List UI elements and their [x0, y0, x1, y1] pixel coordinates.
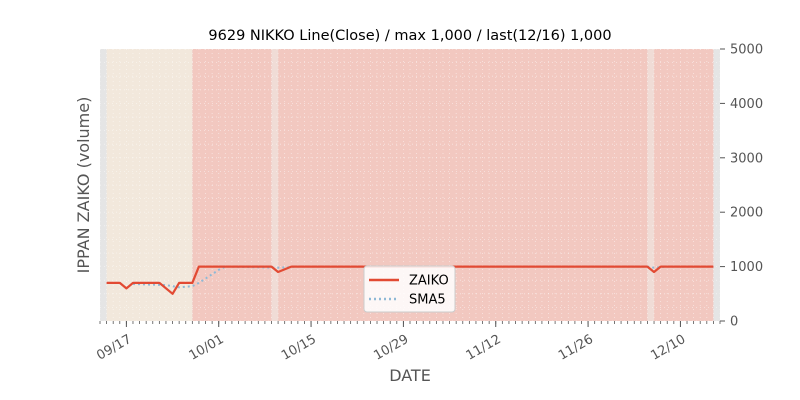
series-line-sma5	[132, 265, 714, 289]
legend-box	[363, 265, 456, 313]
x-tick-label: 09/17	[94, 332, 134, 364]
y-tick-label: 0	[730, 315, 738, 330]
band-gap-3	[647, 49, 655, 321]
legend-label-sma5: SMA5	[409, 293, 446, 308]
y-tick-label: 1000	[730, 260, 763, 275]
shaded-band-3	[654, 49, 714, 321]
plot-background	[100, 49, 720, 321]
x-axis-label: DATE	[389, 366, 431, 385]
x-tick-label: 11/26	[556, 332, 596, 364]
x-tick-label: 10/01	[187, 332, 227, 364]
y-tick-label: 2000	[730, 206, 763, 221]
band-gap-2	[271, 49, 279, 321]
y-tick-label: 4000	[730, 97, 763, 112]
y-tick-label: 3000	[730, 151, 763, 166]
grid	[99, 48, 721, 322]
series-layer	[106, 265, 714, 295]
x-tick-label: 10/15	[279, 332, 319, 364]
y-tick-label: 5000	[730, 43, 763, 58]
x-tick-label: 11/12	[464, 332, 504, 364]
legend: ZAIKO SMA5	[363, 265, 456, 313]
x-tick-label: 10/29	[371, 332, 411, 364]
legend-label-zaiko: ZAIKO	[409, 274, 449, 289]
chart-title: 9629 NIKKO Line(Close) / max 1,000 / las…	[208, 28, 611, 44]
y-axis-label: IPPAN ZAIKO (volume)	[74, 97, 93, 274]
x-tick-label: 12/10	[648, 332, 688, 364]
series-line-zaiko	[106, 265, 714, 295]
